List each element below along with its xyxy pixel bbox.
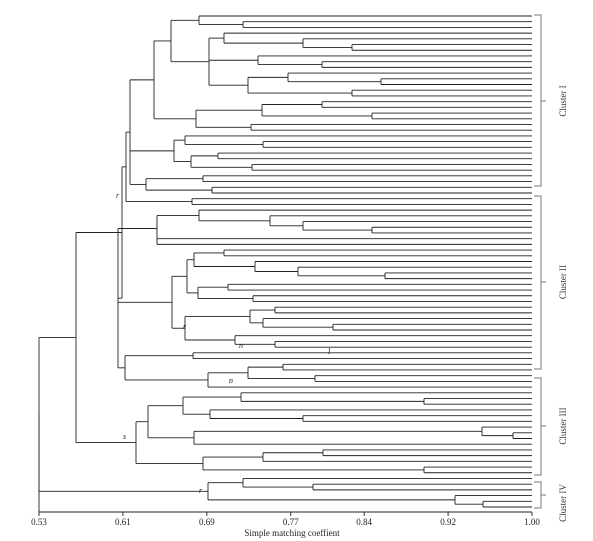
x-axis-tick-label: 0.53 [31, 517, 47, 527]
cluster-ii-bracket [534, 195, 542, 370]
node-letter-r-lower: r [199, 486, 203, 495]
node-letter-n-lower: n [229, 376, 233, 385]
dendrogram-branches [38, 15, 532, 512]
x-axis: 0.53 0.61 0.69 0.77 0.84 0.92 1.00 Simple matc… [31, 511, 540, 538]
x-axis-tick-label: 0.92 [440, 517, 456, 527]
cluster-iii-label: Cluster III [558, 407, 568, 444]
cluster-brackets: Cluster I Cluster II Cluster III Cluster… [534, 14, 568, 522]
node-letter-n-upper: n [239, 341, 243, 350]
node-letter-s: s [123, 432, 126, 441]
x-axis-tick-label: 0.61 [115, 517, 131, 527]
cluster-ii-label: Cluster II [558, 265, 568, 299]
cluster-iv-label: Cluster IV [558, 484, 568, 522]
x-axis-ticks: 0.53 0.61 0.69 0.77 0.84 0.92 1.00 [31, 512, 540, 527]
x-axis-tick-label: 0.69 [199, 517, 215, 527]
cluster-i-bracket [534, 14, 542, 187]
cluster-i-label: Cluster I [558, 85, 568, 116]
x-axis-title: Simple matching coeffient [244, 528, 340, 538]
node-letter-r-middle: r [183, 322, 187, 331]
cluster-iii-bracket [534, 377, 542, 476]
node-letter-l: l [328, 347, 331, 356]
x-axis-tick-label: 0.77 [283, 517, 299, 527]
node-letter-r-upper: r [116, 191, 120, 200]
cluster-iv-bracket [534, 481, 542, 509]
x-axis-tick-label: 0.84 [356, 517, 372, 527]
x-axis-tick-label: 1.00 [524, 517, 540, 527]
